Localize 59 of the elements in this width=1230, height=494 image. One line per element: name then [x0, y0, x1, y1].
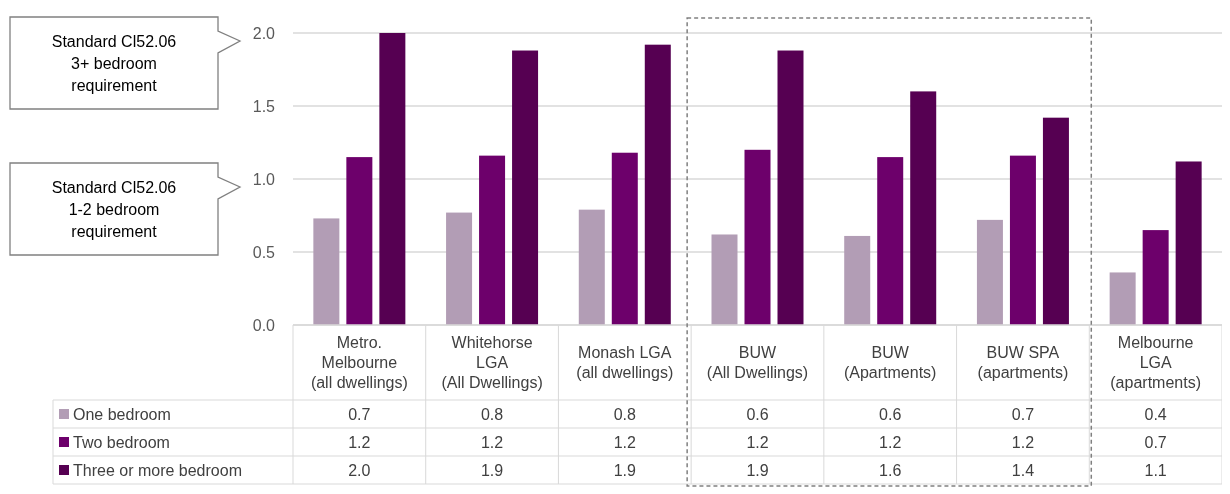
bar — [512, 50, 539, 325]
data-label: 1.9 — [480, 461, 504, 479]
bar — [479, 155, 506, 325]
bar — [1009, 155, 1036, 325]
data-label: 0.4 — [1144, 405, 1167, 423]
x-tick-label: Melbourne LGA (apartments) — [1110, 334, 1201, 392]
data-label: 1.2 — [348, 433, 371, 451]
legend-label: Two bedroom — [73, 433, 170, 451]
text: Standard Cl52.06 3+ bedroom requirement — [51, 32, 177, 94]
data-label: 2.0 — [348, 461, 371, 479]
data-label: 1.2 — [480, 433, 504, 451]
data-label: 1.9 — [746, 461, 769, 479]
data-label: 1.1 — [1144, 461, 1167, 479]
y-tick-label: 0.5 — [252, 243, 276, 261]
y-tick-label: 2.0 — [252, 24, 276, 42]
bar — [313, 218, 340, 325]
x-tick-label: BUW (Apartments) — [843, 344, 937, 382]
y-tick-label: 1.0 — [252, 170, 276, 188]
bar — [1142, 230, 1169, 325]
data-label: 1.2 — [1011, 433, 1035, 451]
data-label: 1.6 — [879, 461, 902, 479]
bar — [844, 235, 871, 325]
bar — [611, 152, 638, 325]
bar — [777, 50, 804, 325]
data-label: 0.6 — [879, 405, 902, 423]
legend-label: One bedroom — [73, 405, 171, 423]
bar — [910, 91, 937, 325]
bar — [379, 33, 406, 325]
bar — [346, 157, 373, 325]
bar — [446, 212, 473, 325]
bar — [1042, 117, 1069, 325]
text: Standard Cl52.06 1-2 bedroom requirement — [51, 178, 177, 240]
data-label: 0.8 — [480, 405, 504, 423]
x-tick-label: Metro. Melbourne (all dwellings) — [310, 334, 408, 392]
bar — [644, 44, 671, 325]
data-label: 0.6 — [746, 405, 769, 423]
y-tick-label: 1.5 — [252, 97, 276, 115]
x-tick-label: BUW SPA (apartments) — [977, 344, 1069, 382]
data-label: 0.7 — [1144, 433, 1167, 451]
data-label: 1.2 — [613, 433, 636, 451]
data-label: 0.7 — [348, 405, 371, 423]
data-label: 1.9 — [613, 461, 636, 479]
bar — [744, 149, 771, 325]
data-label: 1.2 — [879, 433, 902, 451]
data-label: 0.8 — [613, 405, 636, 423]
legend-label: Three or more bedroom — [73, 461, 242, 479]
data-label: 1.4 — [1011, 461, 1035, 479]
x-tick-label: Whitehorse LGA (All Dwellings) — [441, 334, 543, 392]
x-tick-label: BUW (All Dwellings) — [706, 344, 809, 382]
bar — [578, 209, 605, 325]
bar — [1175, 161, 1202, 325]
x-tick-label: Monash LGA (all dwellings) — [576, 344, 674, 382]
bar — [877, 157, 904, 325]
y-tick-label: 0.0 — [252, 316, 276, 334]
data-label: 1.2 — [746, 433, 769, 451]
bar — [1109, 272, 1136, 325]
data-label: 0.7 — [1011, 405, 1035, 423]
bar — [711, 234, 738, 325]
bar — [976, 219, 1003, 325]
